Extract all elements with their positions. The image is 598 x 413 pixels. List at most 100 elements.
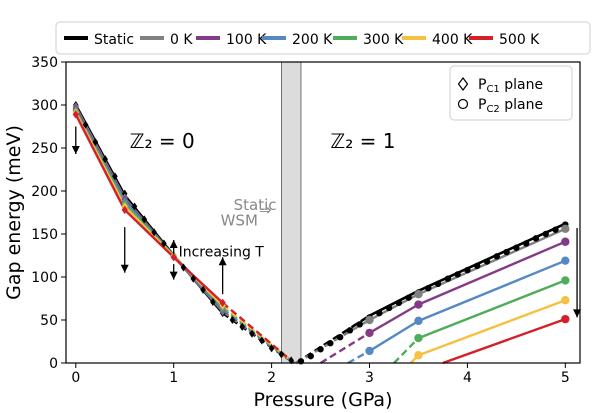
marker-circle-100-k [561, 237, 570, 246]
plot-frame [65, 61, 581, 364]
y-axis-label: Gap energy (meV) [3, 125, 25, 300]
marker-legend-main: P [478, 77, 486, 93]
marker-circle-200-k [414, 316, 423, 326]
static-wsm-arrow: ⇒ [259, 201, 272, 219]
marker-diamond-500-k [121, 205, 128, 215]
static-diamond-point [239, 322, 246, 331]
static-diamond-point [278, 350, 285, 359]
static-circle-point [532, 235, 540, 242]
y-tick-label: 200 [31, 184, 58, 200]
static-diamond-point [259, 336, 265, 345]
static-diamond-point [190, 274, 197, 283]
dash-right-300-k [393, 337, 420, 364]
legend-label: Static [94, 32, 134, 48]
y-tick-label: 250 [31, 141, 58, 157]
static-diamond-point [229, 316, 236, 324]
static-diamond-point [151, 228, 157, 237]
y-tick-label: 300 [31, 98, 58, 114]
static-circle-point [346, 327, 354, 334]
marker-legend-rest: plane [500, 77, 543, 93]
legend-label: 200 K [292, 32, 333, 48]
static-circle-point [464, 266, 471, 274]
marker-circle-100-k [365, 328, 374, 338]
static-diamond-point [268, 344, 275, 353]
marker-circle-200-k [365, 346, 374, 356]
static-circle-point [336, 334, 344, 341]
marker-circle-300-k [414, 333, 423, 343]
z2-one-label: ℤ₂ = 1 [330, 129, 395, 153]
static-circle-point [307, 352, 314, 360]
legend-label: 400 K [432, 32, 473, 48]
static-wsm-label-line1: Static [234, 196, 277, 214]
marker-circle-500-k [561, 314, 570, 324]
y-tick-label: 350 [31, 55, 58, 71]
marker-legend-main: P [478, 97, 486, 113]
static-diamond-point [112, 172, 118, 181]
static-circle-point [483, 258, 491, 265]
line-right-400-k [418, 299, 566, 357]
static-circle-point [493, 253, 500, 260]
static-diamond-point [102, 155, 108, 164]
static-diamond-point [249, 329, 255, 338]
static-circle-point [444, 275, 452, 282]
marker-circle-0-k [365, 315, 374, 325]
x-tick-label: 0 [71, 370, 80, 386]
legend-label: 500 K [499, 32, 540, 48]
marker-legend-sub: C1 [486, 84, 499, 95]
static-circle-point [474, 262, 481, 270]
dash-right-100-k [319, 331, 371, 365]
static-circle-point [317, 346, 324, 353]
static-circle-point [454, 271, 461, 278]
marker-circle-300-k [561, 276, 570, 285]
y-tick-label: 50 [40, 313, 58, 329]
x-axis-label: Pressure (GPa) [254, 389, 393, 411]
line-right-0-k [368, 227, 566, 322]
x-tick-label: 1 [169, 370, 178, 386]
arrow-down-p05-head [120, 264, 129, 273]
static-diamond-point [82, 120, 89, 129]
wsm-band [280, 61, 302, 364]
marker-legend-label: PC1 plane [478, 77, 543, 95]
marker-diamond-500-k [219, 298, 226, 307]
marker-circle-0-k [414, 290, 423, 299]
static-diamond-point [131, 202, 138, 211]
static-circle-point [434, 280, 442, 288]
marker-diamond-500-k [170, 253, 177, 262]
static-wsm-label-line2: WSM [221, 211, 258, 229]
dash-right-400-k [409, 354, 420, 364]
static-diamond-point [200, 285, 206, 294]
static-circle-point [385, 304, 393, 312]
y-tick-label: 100 [31, 270, 58, 286]
static-circle-point [542, 230, 549, 238]
marker-legend-label: PC2 plane [478, 97, 543, 115]
x-tick-label: 3 [365, 370, 374, 386]
arrow-down-p1-head [169, 271, 178, 280]
marker-circle-400-k [561, 296, 570, 305]
legend-label: 0 K [170, 32, 193, 48]
static-circle-point [503, 248, 510, 256]
marker-legend-box [449, 65, 573, 121]
marker-circle-200-k [561, 256, 570, 265]
static-diamond-point [141, 215, 148, 224]
marker-diamond-500-k [72, 110, 79, 119]
arrow-up-p1-head [169, 240, 178, 249]
static-circle-point [395, 299, 403, 306]
static-circle-point [522, 240, 530, 247]
static-circle-point [376, 309, 383, 317]
static-diamond-point [92, 137, 99, 146]
static-circle-point [356, 321, 363, 328]
static-diamond-point [180, 263, 187, 272]
static-diamond-point [210, 297, 216, 306]
x-tick-label: 2 [267, 370, 276, 386]
arrow-down-p0-head [71, 146, 80, 155]
x-tick-label: 5 [561, 370, 570, 386]
marker-circle-400-k [414, 351, 423, 360]
legend-label: 100 K [226, 32, 267, 48]
marker-circle-0-k [561, 224, 570, 234]
line-right-500-k [442, 317, 566, 365]
marker-legend-sub: C2 [486, 104, 499, 115]
